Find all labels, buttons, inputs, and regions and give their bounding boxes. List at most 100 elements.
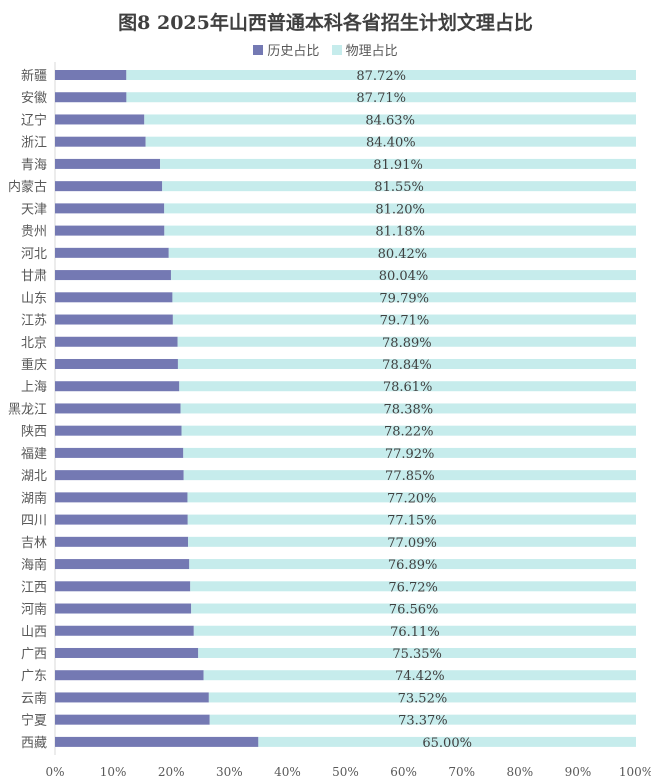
bar-physics bbox=[177, 358, 636, 369]
data-label: 77.09% bbox=[387, 536, 437, 551]
bar-history bbox=[55, 670, 204, 681]
category-label: 浙江 bbox=[21, 136, 47, 151]
bar-history bbox=[55, 559, 190, 570]
bar-physics bbox=[179, 381, 637, 392]
bar-physics bbox=[144, 114, 637, 125]
data-label: 75.35% bbox=[392, 647, 442, 662]
bar-history bbox=[55, 470, 184, 481]
legend-label-history: 历史占比 bbox=[267, 44, 320, 59]
category-label: 河北 bbox=[21, 247, 47, 262]
x-tick-label: 20% bbox=[158, 765, 185, 779]
data-label: 81.91% bbox=[373, 158, 423, 173]
data-label: 81.18% bbox=[375, 225, 425, 240]
category-label: 湖北 bbox=[21, 469, 47, 484]
legend-swatch-physics bbox=[331, 44, 342, 55]
data-label: 65.00% bbox=[422, 736, 472, 751]
bar-history bbox=[55, 736, 259, 747]
data-label: 77.92% bbox=[385, 447, 435, 462]
bar-physics bbox=[145, 136, 637, 147]
bar-history bbox=[55, 70, 127, 80]
category-label: 山西 bbox=[21, 625, 47, 640]
bar-history bbox=[55, 492, 188, 503]
x-tick-label: 60% bbox=[390, 765, 417, 779]
bar-history bbox=[55, 336, 178, 347]
bar-history bbox=[55, 625, 194, 636]
data-label: 87.72% bbox=[356, 69, 406, 84]
category-label: 重庆 bbox=[21, 357, 47, 373]
data-label: 84.40% bbox=[366, 136, 416, 151]
bar-physics bbox=[189, 559, 636, 570]
bar-physics bbox=[177, 336, 636, 347]
bar-physics bbox=[209, 714, 636, 725]
bar-history bbox=[55, 381, 180, 392]
bar-physics bbox=[208, 692, 636, 703]
bar-physics bbox=[183, 447, 637, 458]
category-label: 北京 bbox=[21, 336, 47, 351]
category-label: 辽宁 bbox=[21, 112, 47, 128]
x-tick-label: 80% bbox=[506, 765, 533, 779]
data-label: 77.20% bbox=[387, 491, 437, 506]
bar-history bbox=[55, 225, 165, 236]
x-tick-label: 70% bbox=[448, 765, 475, 779]
bar-physics bbox=[164, 203, 636, 214]
data-label: 77.15% bbox=[387, 514, 437, 529]
category-label: 海南 bbox=[21, 557, 47, 573]
bar-history bbox=[55, 314, 173, 325]
data-label: 87.71% bbox=[356, 91, 406, 106]
category-label: 青海 bbox=[21, 158, 47, 173]
bar-physics bbox=[183, 470, 636, 481]
data-label: 81.55% bbox=[374, 180, 424, 195]
bar-history bbox=[55, 403, 181, 414]
category-label: 陕西 bbox=[21, 425, 47, 440]
category-label: 山东 bbox=[21, 291, 47, 306]
legend-item-physics: 物理占比 bbox=[331, 40, 398, 59]
bar-history bbox=[55, 581, 191, 592]
bar-history bbox=[55, 270, 171, 281]
bar-physics bbox=[193, 625, 636, 636]
data-label: 81.20% bbox=[375, 202, 425, 217]
category-label: 贵州 bbox=[21, 225, 47, 240]
x-tick-label: 30% bbox=[216, 765, 243, 779]
data-label: 78.89% bbox=[382, 336, 432, 351]
data-label: 78.84% bbox=[382, 358, 432, 373]
x-tick-label: 50% bbox=[332, 765, 359, 779]
category-label: 福建 bbox=[21, 447, 47, 462]
x-tick-label: 100% bbox=[619, 765, 651, 779]
bar-history bbox=[55, 447, 184, 458]
data-label: 76.72% bbox=[388, 580, 438, 595]
bar-physics bbox=[203, 670, 636, 681]
category-label: 内蒙古 bbox=[8, 179, 47, 195]
bar-history bbox=[55, 692, 209, 703]
category-label: 上海 bbox=[21, 380, 47, 395]
bar-history bbox=[55, 114, 145, 125]
category-label: 黑龙江 bbox=[8, 402, 47, 417]
bar-history bbox=[55, 158, 161, 169]
bar-history bbox=[55, 358, 178, 369]
bar-physics bbox=[181, 425, 636, 436]
category-label: 江西 bbox=[21, 580, 47, 595]
category-label: 甘肃 bbox=[21, 269, 47, 284]
bar-history bbox=[55, 714, 210, 725]
bar-physics bbox=[172, 314, 637, 325]
category-label: 广西 bbox=[21, 647, 47, 662]
legend-item-history: 历史占比 bbox=[253, 40, 319, 59]
data-label: 78.61% bbox=[383, 380, 433, 395]
data-label: 84.63% bbox=[365, 113, 415, 128]
data-label: 74.42% bbox=[395, 669, 445, 684]
bar-history bbox=[55, 603, 192, 614]
legend-swatch-history bbox=[253, 44, 264, 55]
category-label: 吉林 bbox=[21, 536, 47, 551]
bar-physics bbox=[191, 603, 636, 614]
x-tick-label: 10% bbox=[100, 765, 127, 779]
category-label: 四川 bbox=[21, 514, 47, 529]
data-label: 78.38% bbox=[384, 402, 434, 417]
bar-physics bbox=[187, 492, 636, 503]
bar-history bbox=[55, 247, 169, 258]
data-label: 76.56% bbox=[389, 603, 439, 618]
bar-physics bbox=[164, 225, 637, 236]
bar-physics bbox=[172, 292, 636, 303]
data-label: 79.79% bbox=[379, 291, 429, 306]
bar-physics bbox=[160, 158, 636, 169]
category-label: 宁夏 bbox=[21, 713, 47, 729]
